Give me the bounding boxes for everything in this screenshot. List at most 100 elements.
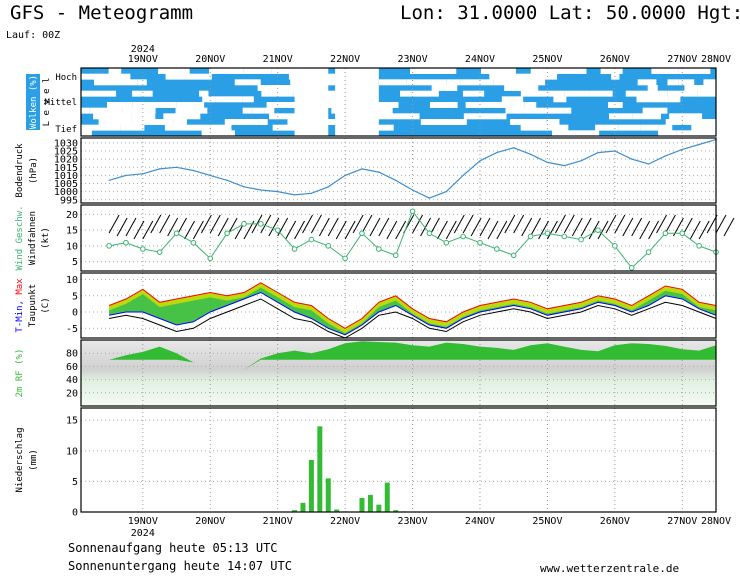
cloud-gap <box>651 68 679 74</box>
wind-barb <box>470 217 482 237</box>
wind-barb <box>436 220 448 240</box>
wind-barb <box>689 220 701 240</box>
wind-speed-point <box>359 230 365 237</box>
wind-barb <box>150 214 162 234</box>
wind-barb <box>631 217 643 237</box>
cloud-gap <box>463 113 507 120</box>
precipitation-bar <box>292 510 298 512</box>
cloud-gap <box>164 124 211 131</box>
wind-barb <box>108 214 120 234</box>
cloud-gap <box>400 90 412 97</box>
cloud-gap <box>201 130 235 137</box>
wind-barb <box>116 217 128 237</box>
cloud-gap <box>81 73 95 80</box>
wind-barb <box>504 214 516 234</box>
wind-speed-point <box>595 227 601 233</box>
cloud-gap <box>540 73 558 80</box>
humidity-area <box>109 341 717 380</box>
pressure-point <box>192 169 194 172</box>
y-tick-label: 1015 <box>54 163 78 174</box>
cloud-gap <box>618 124 641 131</box>
wind-barb <box>159 214 171 234</box>
pressure-point <box>664 155 667 157</box>
precipitation-bar <box>384 482 390 512</box>
pressure-point <box>243 186 245 188</box>
wind-barb <box>487 220 499 240</box>
cloud-gap <box>519 73 541 80</box>
cloud-gap <box>313 119 346 125</box>
cloud-gap <box>589 90 613 97</box>
y-tick-label: 15 <box>66 226 78 237</box>
wind-barb <box>285 220 297 240</box>
wind-barb <box>184 220 195 240</box>
cloud-gap <box>564 90 590 97</box>
cloud-gap <box>163 113 201 120</box>
cloud-level-label: Mittel <box>44 98 77 108</box>
precipitation-bar <box>367 494 373 512</box>
y-tick-label: 10 <box>66 446 78 457</box>
cloud-gap <box>209 68 244 74</box>
cloud-gap <box>93 113 132 120</box>
source-url[interactable]: www.wetterzentrale.de <box>540 562 680 575</box>
y-tick-label: 1030 <box>54 138 78 149</box>
cloud-gap <box>517 79 546 86</box>
y-tick-label: 1000 <box>54 187 78 198</box>
cloud-gap <box>108 68 122 74</box>
cloud-gap <box>608 102 623 108</box>
cloud-gap <box>132 102 177 108</box>
y-axis-label: Niederschlag <box>15 427 25 492</box>
pressure-point <box>395 179 397 181</box>
pressure-point <box>293 194 296 196</box>
wind-panel-frame <box>80 204 717 272</box>
cloud-gap <box>556 68 587 74</box>
wind-barb <box>715 214 727 234</box>
cloud-gap <box>658 124 673 131</box>
wind-barb <box>335 220 347 240</box>
cloud-gap <box>251 107 265 114</box>
y-axis-label: 2m RF (%) <box>15 349 25 398</box>
cloud-gap <box>176 102 195 108</box>
wind-barb <box>268 217 280 237</box>
pressure-point <box>563 165 565 167</box>
y-tick-label: 5 <box>72 291 78 302</box>
cloud-gap <box>462 90 485 97</box>
cloud-gap <box>697 90 716 97</box>
pressure-point <box>580 160 582 162</box>
sunset-text: Sonnenuntergang heute 14:07 UTC <box>68 559 292 573</box>
x-tick-label-bottom: 25NOV <box>532 516 562 527</box>
pressure-point <box>378 171 380 173</box>
cloud-gap <box>446 79 461 86</box>
wind-barb <box>521 217 533 237</box>
wind-speed-point <box>140 246 146 252</box>
y-tick-label: 80 <box>66 349 78 360</box>
wind-barb <box>513 214 525 234</box>
cloud-gap <box>378 79 390 86</box>
wind-speed-point <box>527 233 534 240</box>
x-tick-label-top: 26NOV <box>600 54 630 65</box>
temperature-max-line <box>108 282 717 329</box>
pressure-point <box>445 191 447 193</box>
pressure-point <box>479 160 481 162</box>
cloud-gap <box>120 73 131 80</box>
wind-barb <box>344 220 356 240</box>
cloud-level-label: Hoch <box>55 73 77 83</box>
cloud-gap <box>600 68 623 74</box>
wind-speed-point <box>679 230 686 237</box>
y-axis-label: (C) <box>41 297 51 313</box>
cloud-gap <box>269 113 308 120</box>
pressure-point <box>647 163 650 165</box>
y-axis-label: L e v e l <box>42 78 52 127</box>
pressure-panel-frame <box>80 137 717 204</box>
y-tick-label: 10 <box>66 241 78 252</box>
cloud-gap <box>335 68 379 136</box>
wind-barb <box>294 220 305 240</box>
cloud-gap <box>668 96 681 103</box>
precipitation-bar <box>376 504 382 512</box>
y-tick-label: -5 <box>66 324 78 335</box>
wind-speed-point <box>409 208 416 215</box>
wind-barb <box>648 220 660 240</box>
y-tick-label: 0 <box>72 308 78 319</box>
wind-barb <box>361 214 373 234</box>
wind-speed-point <box>190 239 197 246</box>
